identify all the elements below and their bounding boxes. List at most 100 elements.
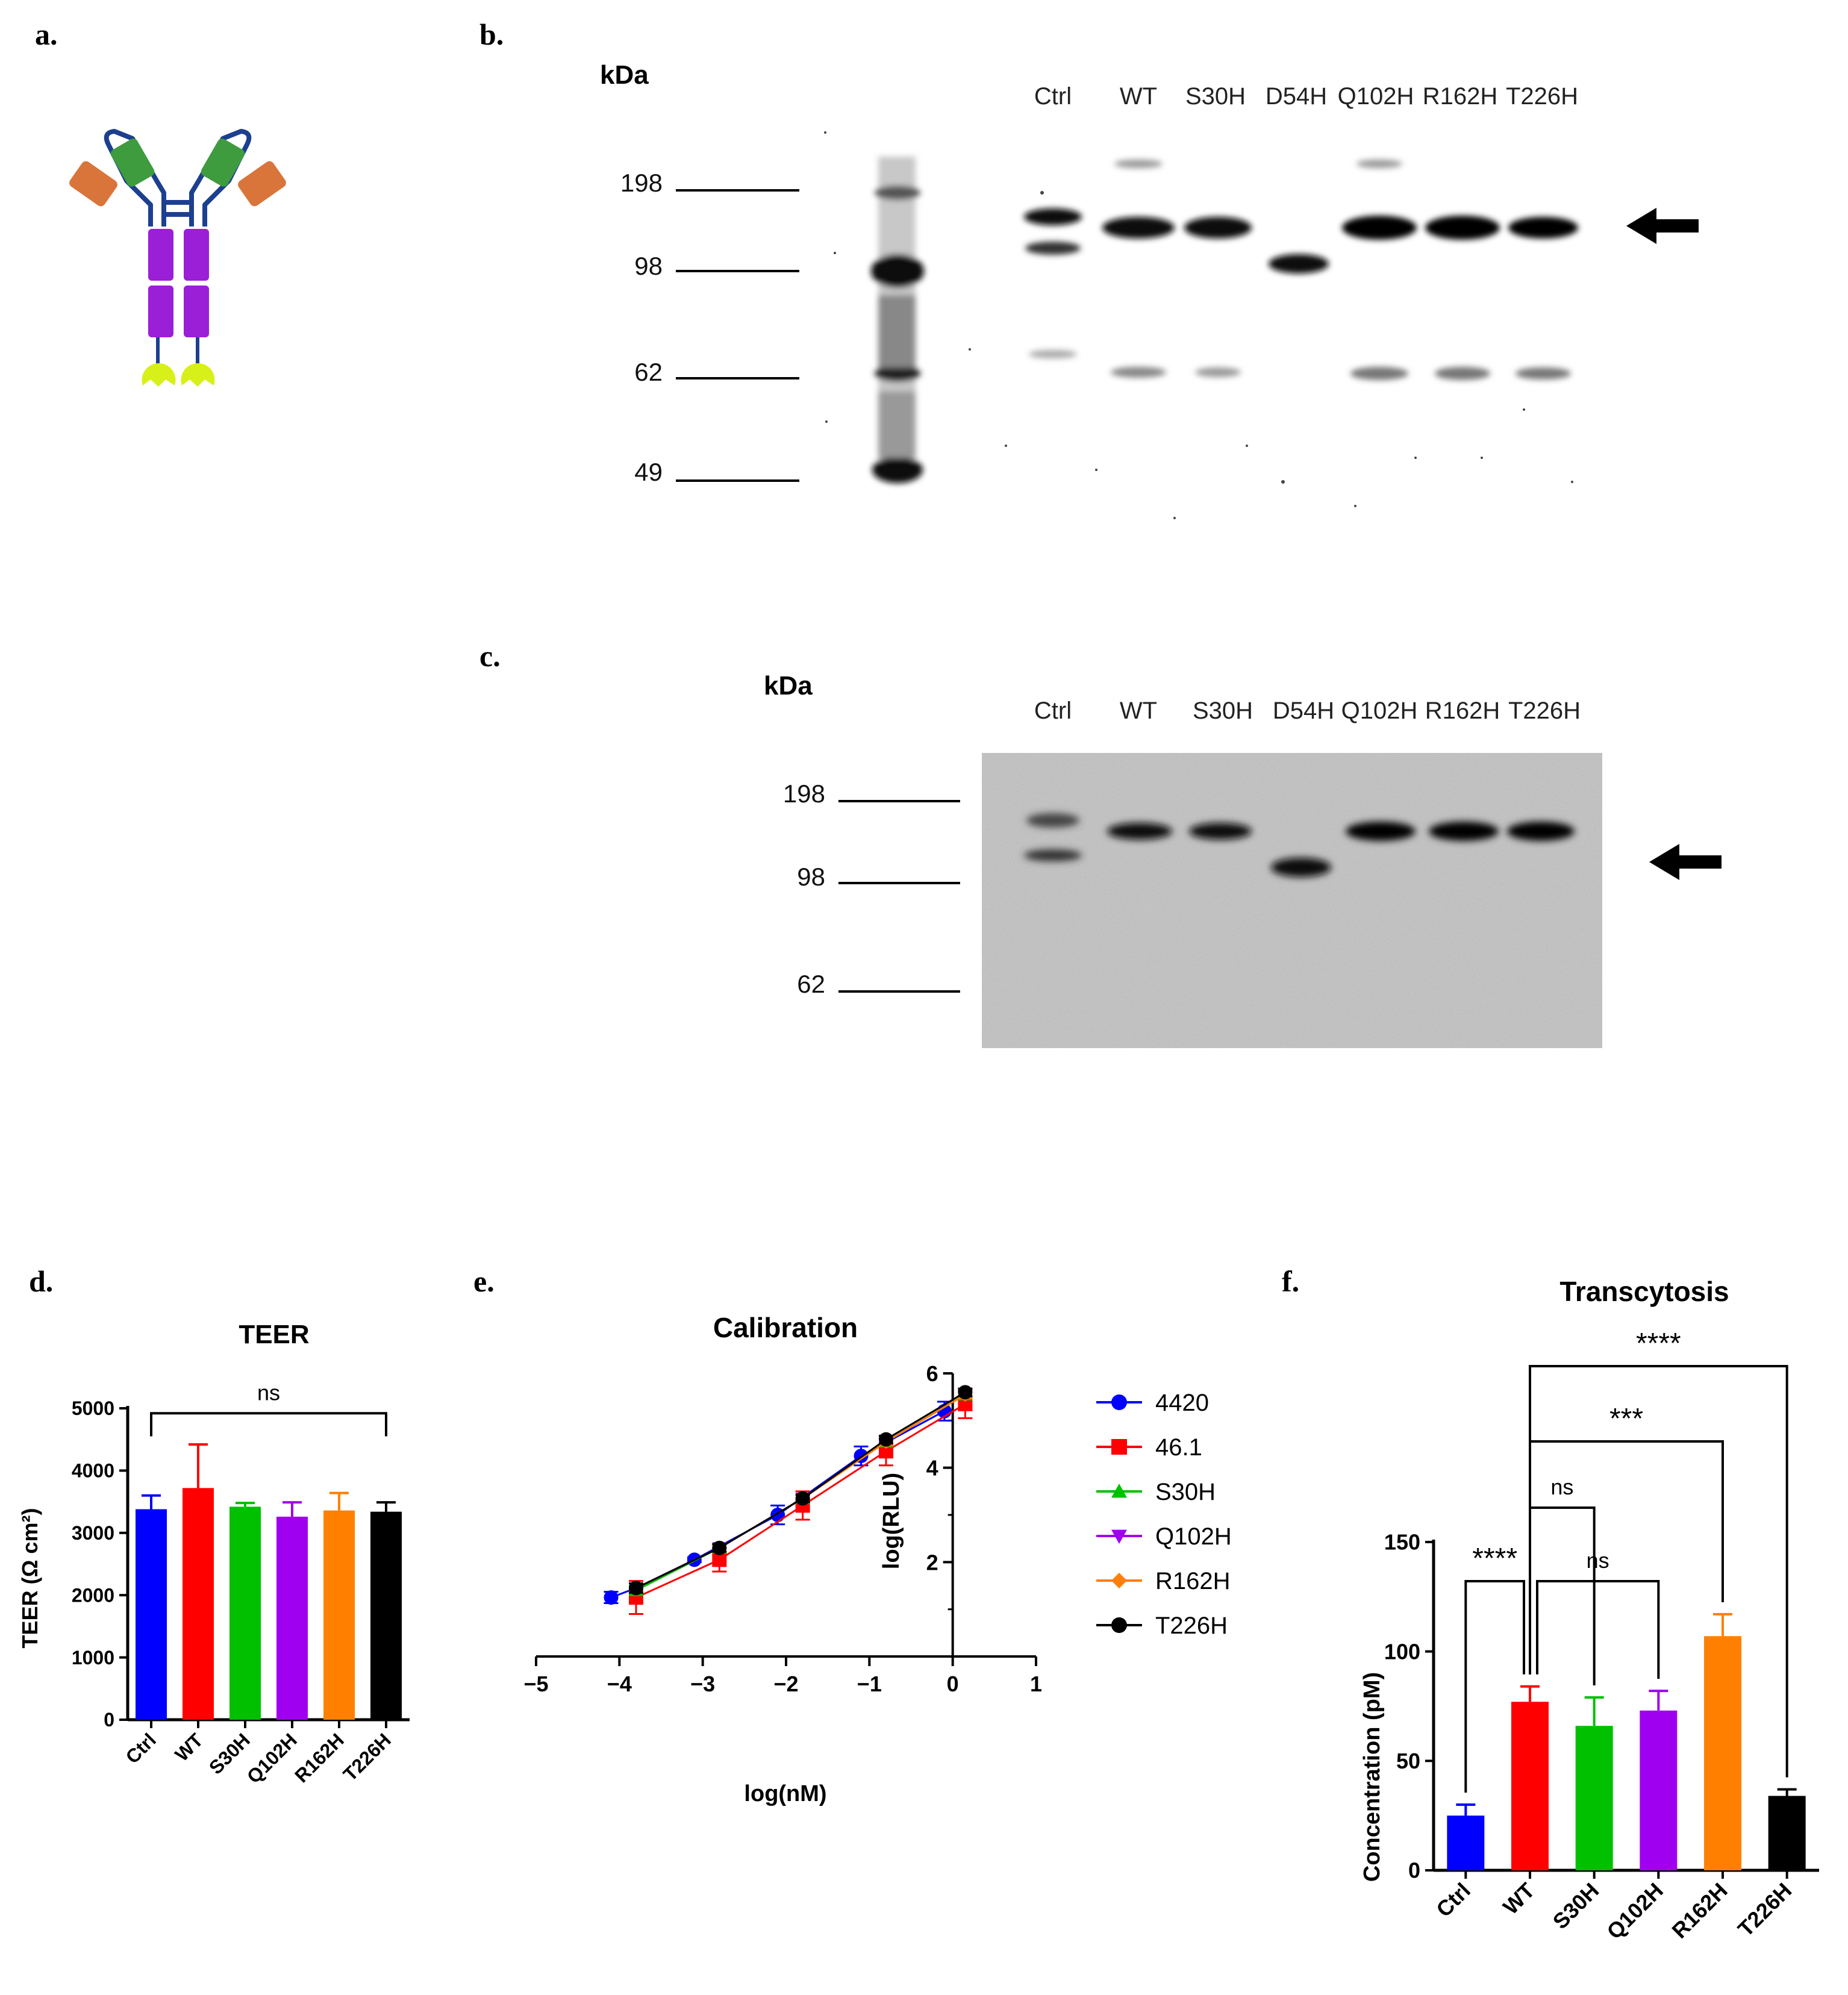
gel-c-marker-62: 62 [797,970,825,998]
fc-domain-left-upper [148,229,173,281]
calibration-y-axis-title: log(RLU) [879,1473,904,1569]
calibration-legend: 4420 46.1 S30H Q102H R162H T226H [1096,1390,1232,1639]
data-point [879,1432,893,1447]
coomassie-gel-c [982,753,1602,1048]
calibration-series [604,1385,973,1615]
teer-y-axis-title: TEER (Ω cm²) [17,1508,42,1649]
x-tick-label: T226H [339,1729,395,1785]
x-tick-label: Ctrl [122,1729,160,1767]
gel-b-lane-r162h: R162H [1422,83,1498,110]
bar [1575,1726,1613,1870]
gel-c-marker-98: 98 [797,863,825,891]
transcytosis-chart-title: Transcytosis [1559,1276,1729,1307]
x-tick-label: −2 [773,1672,798,1696]
bar [1511,1702,1549,1870]
y-tick-label: 2000 [72,1584,114,1606]
data-point [958,1385,973,1400]
x-tick-label: 1 [1030,1672,1042,1696]
bar [1447,1815,1485,1870]
light-chain-constant-left [69,161,117,207]
legend-label: S30H [1155,1479,1216,1505]
light-chain-constant-right [238,161,286,207]
bar [229,1506,261,1720]
gel-c-lane-wt: WT [1119,698,1158,724]
gel-c-marker-198: 198 [782,779,825,808]
x-tick-label: −3 [690,1672,715,1696]
western-blot-b [824,131,1578,519]
x-tick-label: Q102H [1602,1878,1668,1944]
gel-b-lane-wt: WT [1119,83,1158,110]
panel-label-e: e. [473,1264,495,1298]
x-tick-label: Q102H [243,1729,301,1787]
bar [136,1509,167,1720]
y-tick-label: 150 [1384,1530,1420,1555]
fc-domain-right-lower [184,286,209,337]
panel-label-b: b. [479,17,504,51]
y-tick-label: 100 [1384,1639,1420,1664]
significance-label: ns [1550,1475,1573,1499]
transcytosis-chart: Transcytosis Concentration (pM) 0 50 100 15… [1359,1276,1819,1944]
gel-b-lane-s30h: S30H [1185,83,1246,110]
gel-b-marker-line [676,189,799,192]
x-tick-label: Ctrl [1431,1878,1475,1922]
calibration-chart: Calibration log(nM) log(RLU) −5 −4 −3 −2 −1 0… [523,1312,1232,1806]
x-tick-label: −1 [857,1672,882,1696]
significance-bracket [1464,1580,1525,1793]
significance-label: ns [1587,1548,1609,1573]
gel-c-lane-q102h: Q102H [1341,698,1418,724]
data-point [1111,1394,1127,1410]
arrow-left-icon [1649,844,1722,880]
gel-speckles [824,131,1573,519]
gel-b-kda-label: kDa [600,60,649,90]
y-tick-label: 0 [1408,1858,1420,1883]
gel-b-lane-ctrl: Ctrl [1034,83,1072,110]
x-tick-label: WT [170,1729,207,1766]
significance-bracket [150,1412,387,1437]
series-line [635,1391,966,1589]
fused-domain-left [142,363,176,387]
gel-c-lane-r162h: R162H [1425,698,1500,724]
teer-significance: ns [150,1380,387,1437]
y-tick-label: 1000 [72,1647,114,1669]
gel-c-kda-label: kDa [764,671,813,701]
bar [1704,1636,1741,1870]
data-point [795,1491,810,1506]
teer-bars [136,1443,402,1720]
bar [1640,1710,1678,1870]
arrow-left-icon [1626,208,1699,244]
transcytosis-y-axis-title: Concentration (pM) [1359,1672,1385,1882]
y-tick-label: 6 [926,1361,938,1386]
gel-b-marker-line [676,270,799,272]
gel-b-marker-198: 198 [620,169,663,197]
fc-domain-right-upper [184,229,209,281]
y-tick-label: 50 [1396,1749,1420,1773]
antibody-schematic [69,129,286,387]
panel-label-a: a. [35,17,58,51]
fused-domain-right [181,363,215,387]
series-t226h [629,1385,973,1596]
fc-domain-left-lower [148,286,173,337]
legend-label: 46.1 [1155,1434,1202,1461]
x-tick-label: S30H [1548,1878,1604,1934]
legend-label: T226H [1155,1613,1228,1639]
legend-label: 4420 [1155,1390,1209,1416]
y-tick-label: 4000 [72,1460,114,1482]
panel-label-c: c. [479,639,501,673]
gel-c-marker-line [838,990,960,993]
calibration-axes: −5 −4 −3 −2 −1 0 1 2 4 6 [523,1361,1042,1696]
calibration-x-axis-title: log(nM) [744,1781,826,1806]
significance-bracket [1536,1580,1660,1679]
bar [1768,1796,1806,1870]
significance-bracket [1529,1506,1596,1685]
gel-b-marker-line [676,479,799,482]
teer-chart: TEER TEER (Ω cm²) 0 1000 2000 3000 4000 5000 C… [17,1320,410,1788]
gel-c-lane-t226h: T226H [1508,698,1581,724]
y-tick-label: 4 [926,1456,938,1481]
panel-label-f: f. [1282,1264,1300,1298]
x-tick-label: 0 [947,1672,959,1696]
y-tick-label: 2 [926,1550,938,1575]
significance-label: **** [1472,1543,1517,1575]
legend-label: Q102H [1155,1523,1232,1550]
x-tick-label: R162H [290,1729,348,1787]
